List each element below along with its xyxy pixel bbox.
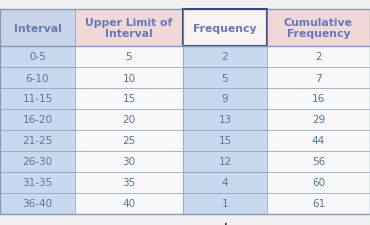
Text: 9: 9	[222, 94, 228, 104]
Bar	[183, 193, 267, 214]
Bar	[183, 130, 267, 151]
Bar	[267, 89, 370, 110]
Text: Cumulative
Frequency: Cumulative Frequency	[284, 18, 353, 39]
Bar	[183, 10, 267, 47]
Text: 29: 29	[312, 115, 325, 125]
Bar	[267, 151, 370, 172]
Bar	[75, 110, 183, 130]
Bar	[0, 172, 75, 193]
Bar	[75, 47, 183, 68]
Bar	[267, 68, 370, 89]
Bar	[183, 110, 267, 130]
Bar	[267, 130, 370, 151]
Text: 5: 5	[222, 73, 228, 83]
Text: 12: 12	[218, 157, 232, 167]
Text: Frequency: Frequency	[193, 23, 257, 33]
Text: 61: 61	[312, 199, 325, 209]
Text: 1: 1	[222, 199, 228, 209]
Bar	[183, 89, 267, 110]
Text: 16: 16	[312, 94, 325, 104]
Bar	[0, 89, 75, 110]
Bar	[0, 47, 75, 68]
Text: 0-5: 0-5	[29, 52, 46, 62]
Bar	[0, 110, 75, 130]
Bar	[0, 68, 75, 89]
Text: 25: 25	[122, 136, 136, 146]
Bar	[183, 172, 267, 193]
Text: 16-20: 16-20	[23, 115, 53, 125]
Text: 7: 7	[315, 73, 322, 83]
Text: 2: 2	[222, 52, 228, 62]
Bar	[0, 10, 75, 47]
Bar	[75, 193, 183, 214]
Text: 31-35: 31-35	[22, 178, 53, 188]
Text: 26-30: 26-30	[23, 157, 53, 167]
Bar	[75, 130, 183, 151]
Text: Interval: Interval	[14, 23, 61, 33]
Text: 13: 13	[218, 115, 232, 125]
Text: 4: 4	[222, 178, 228, 188]
Text: 6-10: 6-10	[26, 73, 49, 83]
Bar	[267, 110, 370, 130]
Bar	[75, 151, 183, 172]
Bar	[183, 151, 267, 172]
Text: 2: 2	[315, 52, 322, 62]
Bar	[75, 10, 183, 47]
Text: 5: 5	[126, 52, 132, 62]
Bar	[75, 172, 183, 193]
Text: 15: 15	[122, 94, 136, 104]
Text: Upper Limit of
Interval: Upper Limit of Interval	[85, 18, 173, 39]
Text: 10: 10	[122, 73, 135, 83]
Bar	[0, 151, 75, 172]
Text: 40: 40	[122, 199, 135, 209]
Bar	[183, 47, 267, 68]
Bar	[267, 172, 370, 193]
Text: 36-40: 36-40	[23, 199, 53, 209]
Bar	[267, 47, 370, 68]
Bar	[0, 130, 75, 151]
Bar	[0, 193, 75, 214]
Text: 21-25: 21-25	[22, 136, 53, 146]
Bar	[267, 10, 370, 47]
Bar	[267, 193, 370, 214]
Text: 11-15: 11-15	[22, 94, 53, 104]
Text: 35: 35	[122, 178, 136, 188]
Bar	[183, 10, 267, 47]
Text: 20: 20	[122, 115, 135, 125]
Text: 44: 44	[312, 136, 325, 146]
Bar	[75, 89, 183, 110]
Text: 15: 15	[218, 136, 232, 146]
Bar	[183, 68, 267, 89]
Text: 60: 60	[312, 178, 325, 188]
Text: 56: 56	[312, 157, 325, 167]
Text: ✛: ✛	[219, 221, 231, 225]
Bar	[75, 68, 183, 89]
Text: 30: 30	[122, 157, 135, 167]
